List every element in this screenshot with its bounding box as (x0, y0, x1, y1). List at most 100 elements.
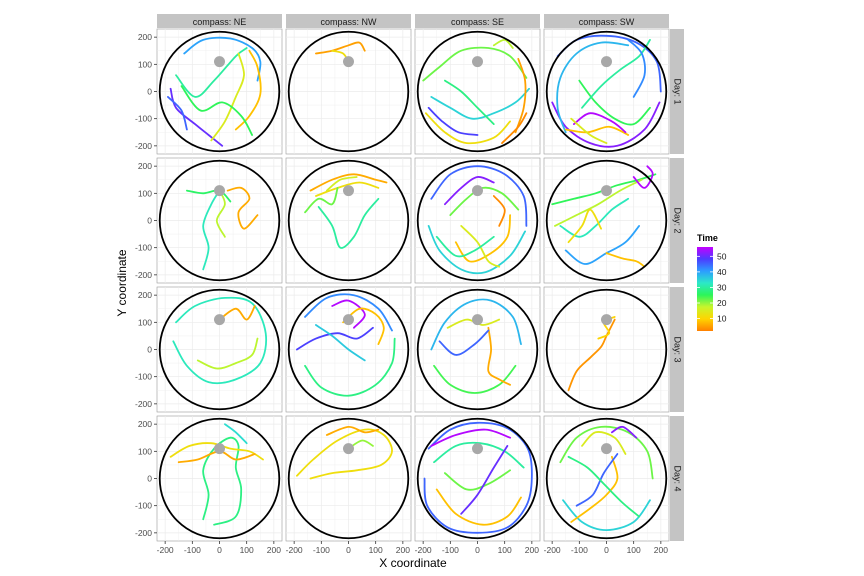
column-strip-label: compass: SW (579, 17, 635, 27)
y-tick-label: -100 (135, 372, 152, 382)
trajectory-path (315, 181, 380, 197)
trajectory-path (202, 189, 221, 271)
arena-circle (158, 30, 281, 153)
column-strip (544, 14, 669, 28)
row-strip-label: Day: 3 (673, 336, 683, 362)
x-tick-label: 100 (627, 545, 641, 555)
column-strip-label: compass: SE (451, 17, 504, 27)
panel (414, 415, 541, 542)
y-tick-label: 0 (147, 474, 152, 484)
platform-marker (601, 443, 612, 455)
trajectory-path (430, 165, 528, 227)
y-tick-label: 200 (138, 290, 152, 300)
y-axis-label: Y coordinate (115, 249, 129, 316)
panel (543, 157, 670, 284)
panel (543, 286, 670, 413)
panel (156, 28, 283, 155)
trajectory-path (444, 79, 495, 125)
trajectory-path (460, 225, 501, 268)
x-tick-label: 200 (654, 545, 668, 555)
x-tick-label: -200 (415, 545, 432, 555)
x-tick-label: 200 (525, 545, 539, 555)
y-tick-label: -200 (135, 528, 152, 538)
panel (156, 286, 283, 413)
y-tick-label: 0 (147, 87, 152, 97)
platform-marker (601, 185, 612, 197)
arena-circle (287, 288, 410, 411)
x-tick-label: 0 (217, 545, 222, 555)
panel (543, 415, 670, 542)
x-tick-label: 100 (498, 545, 512, 555)
y-axis: -200 -100 0 100 200 -200 -100 0 100 200 -200 -100 0 1… (135, 32, 157, 538)
trajectory-path (435, 235, 495, 258)
trajectory-path (575, 453, 619, 507)
y-tick-label: 100 (138, 317, 152, 327)
row-strip (670, 158, 684, 283)
arena-circle (416, 417, 539, 540)
x-tick-label: -200 (544, 545, 561, 555)
x-tick-label: 200 (267, 545, 281, 555)
legend-tick-label: 50 (717, 251, 727, 261)
trajectory-path (430, 298, 522, 351)
trajectory-path (632, 165, 654, 189)
trajectory-path (487, 326, 511, 386)
trajectory-path (331, 299, 366, 329)
row-strip-label: Day: 4 (673, 465, 683, 491)
trajectory-path (315, 324, 366, 362)
arena-circle (158, 417, 281, 540)
panel (285, 157, 412, 284)
x-tick-label: -100 (442, 545, 459, 555)
column-strips: compass: NE compass: NW compass: SE compass… (157, 14, 669, 28)
trajectory-path (551, 101, 661, 148)
trajectory-path (304, 293, 393, 332)
x-tick-label: 0 (604, 545, 609, 555)
x-tick-label: -100 (313, 545, 330, 555)
trajectory-path (433, 441, 525, 469)
row-strip-label: Day: 1 (673, 78, 683, 104)
platform-marker (214, 314, 225, 326)
trajectory-path (554, 178, 643, 227)
trajectory-path (581, 431, 627, 455)
trajectory-path (570, 455, 619, 523)
platform-marker (601, 314, 612, 326)
trajectory-path (559, 197, 630, 238)
legend-title: Time (697, 233, 718, 243)
x-tick-label: 0 (346, 545, 351, 555)
platform-marker (472, 314, 483, 326)
column-strip (286, 14, 411, 28)
column-strip-label: compass: NW (320, 17, 377, 27)
trajectory-path (430, 428, 511, 447)
y-tick-label: 100 (138, 188, 152, 198)
platform-marker (472, 443, 483, 455)
arena-circle (416, 159, 539, 282)
trajectory-path (444, 469, 511, 491)
trajectory-path (224, 423, 248, 445)
trajectory-path (570, 117, 608, 144)
panel (156, 157, 283, 284)
arena-circle (545, 30, 668, 153)
trajectory-path (172, 296, 268, 385)
trajectory-path (492, 195, 506, 227)
row-strip (670, 287, 684, 412)
trajectory-path (567, 208, 602, 244)
panel (285, 286, 412, 413)
trajectory-path (564, 125, 630, 136)
platform-marker (472, 56, 483, 68)
y-tick-label: -200 (135, 399, 152, 409)
trajectory-path (444, 176, 495, 206)
panel (156, 415, 283, 542)
x-tick-label: -100 (184, 545, 201, 555)
arena-circle (545, 159, 668, 282)
panel (285, 415, 412, 542)
trajectory-path (559, 425, 654, 480)
arena-circle (158, 288, 281, 411)
trajectory-path (210, 52, 245, 142)
trajectory-path (427, 225, 526, 275)
x-tick-label: 0 (475, 545, 480, 555)
x-tick-label: -100 (571, 545, 588, 555)
legend-tick-label: 20 (717, 298, 727, 308)
arena-circle (545, 288, 668, 411)
legend-tick-label: 40 (717, 267, 727, 277)
platform-marker (343, 443, 354, 455)
trajectory-path (492, 38, 514, 49)
